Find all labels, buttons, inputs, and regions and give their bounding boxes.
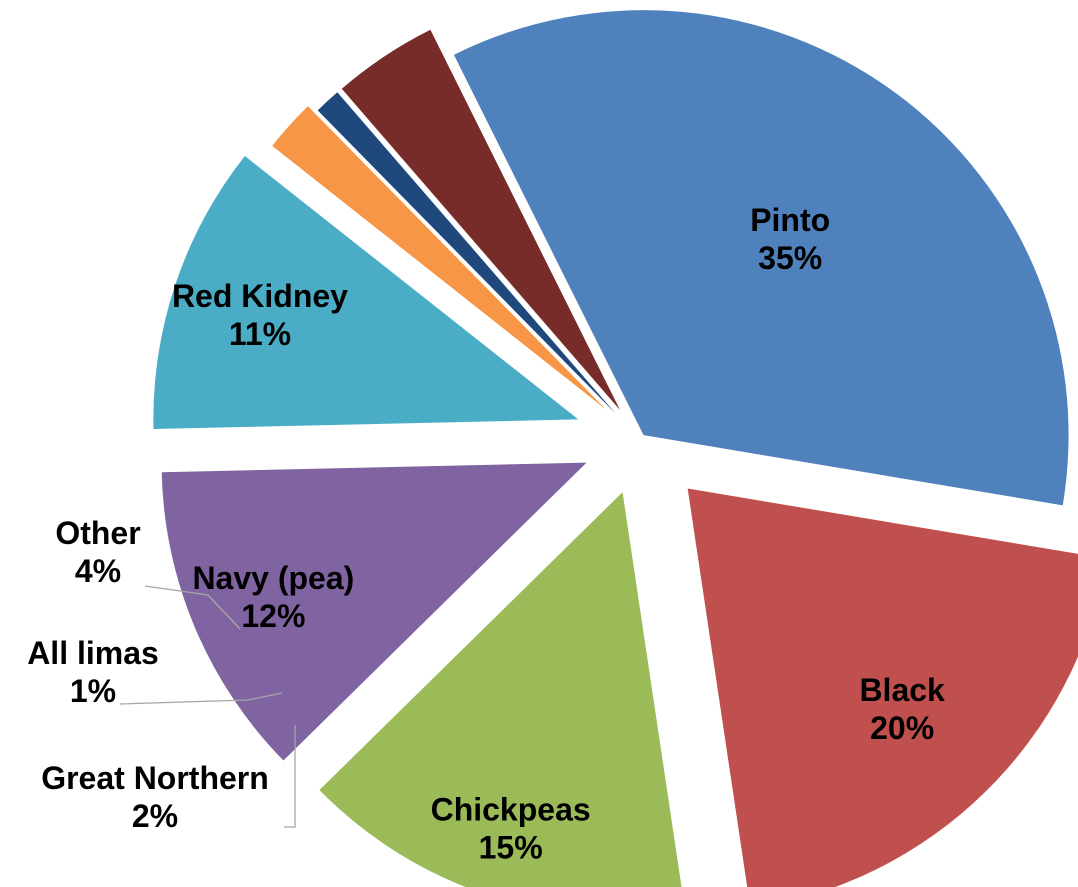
slice-label-black: Black [859,672,945,708]
slice-great-northern [272,106,606,410]
slice-percent-navy-pea: 12% [241,598,305,634]
pie-slices [153,10,1078,887]
slice-percent-great-northern: 2% [132,798,178,834]
slice-pinto [453,10,1069,506]
slice-label-chickpeas: Chickpeas [431,792,591,828]
leader-line-other [144,585,241,630]
slice-all-limas [317,92,616,414]
slice-label-red-kidney: Red Kidney [172,278,348,314]
slice-chickpeas [319,492,682,887]
slice-percent-all-limas: 1% [70,673,116,709]
slice-percent-pinto: 35% [758,240,822,276]
leader-line-great-northern [284,725,296,828]
slice-percent-red-kidney: 11% [229,316,291,352]
slice-other [341,29,621,411]
slice-navy-pea [161,462,587,761]
slice-red-kidney [153,155,579,430]
slice-label-great-northern: Great Northern [41,760,269,796]
slice-percent-chickpeas: 15% [479,830,543,866]
slice-black [687,488,1078,887]
slice-percent-black: 20% [870,710,934,746]
slice-label-pinto: Pinto [750,202,830,238]
slice-label-other: Other [55,515,140,551]
slice-label-navy-pea: Navy (pea) [192,560,354,596]
leader-line-all-limas [119,692,283,705]
slice-percent-other: 4% [75,553,121,589]
leader-lines [119,585,296,828]
slice-label-all-limas: All limas [27,635,159,671]
